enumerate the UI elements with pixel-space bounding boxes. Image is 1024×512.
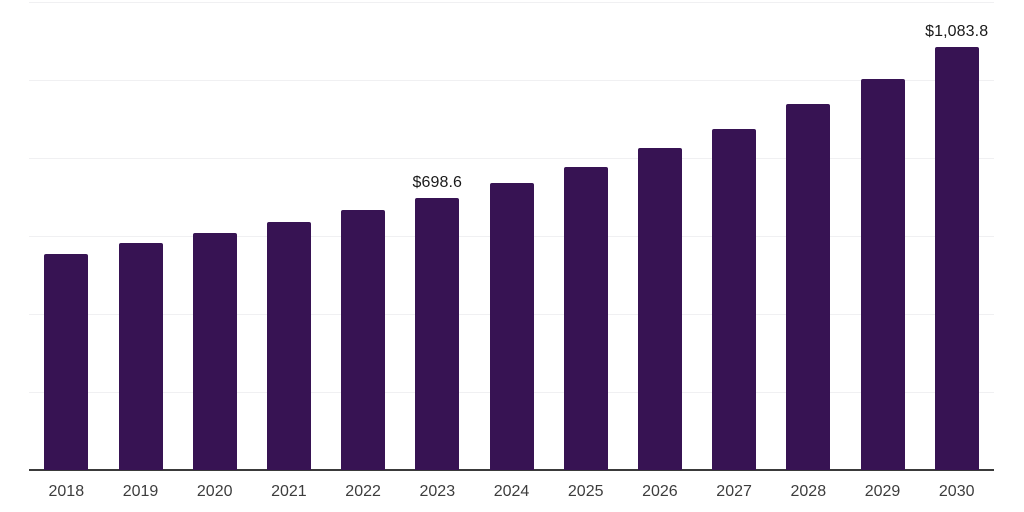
x-tick-label-2030: 2030 bbox=[938, 483, 975, 500]
x-tick-label-2021: 2021 bbox=[271, 483, 307, 500]
bar-2021 bbox=[266, 222, 311, 470]
x-axis-line bbox=[29, 469, 994, 471]
x-tick-label-2020: 2020 bbox=[196, 483, 233, 500]
x-tick-label-2029: 2029 bbox=[864, 483, 901, 500]
x-tick-label-2028: 2028 bbox=[790, 483, 827, 500]
bar-2024 bbox=[489, 182, 534, 470]
bar-2018 bbox=[44, 253, 89, 470]
plot-area: $698.6 $1,083.8 bbox=[29, 0, 994, 471]
bar-2030 bbox=[934, 47, 979, 470]
bar-2023 bbox=[415, 197, 460, 470]
bar-2027 bbox=[712, 128, 757, 470]
data-label-2030: $1,083.8 bbox=[925, 23, 989, 41]
gridline-1200 bbox=[29, 2, 994, 3]
data-label-2023: $698.6 bbox=[412, 173, 463, 191]
x-tick-label-2026: 2026 bbox=[642, 483, 678, 500]
x-tick-label-2024: 2024 bbox=[493, 483, 530, 500]
gridline-800 bbox=[29, 158, 994, 159]
bar-2025 bbox=[563, 167, 608, 470]
x-tick-label-2018: 2018 bbox=[48, 483, 85, 500]
bar-2028 bbox=[786, 103, 831, 470]
gridline-1000 bbox=[29, 80, 994, 81]
bar-2029 bbox=[860, 78, 905, 470]
x-tick-label-2027: 2027 bbox=[716, 483, 752, 500]
x-tick-label-2023: 2023 bbox=[419, 483, 456, 500]
bar-2022 bbox=[341, 209, 386, 470]
x-tick-label-2022: 2022 bbox=[345, 483, 381, 500]
bar-2026 bbox=[637, 147, 682, 470]
bar-2019 bbox=[118, 243, 163, 470]
x-tick-label-2019: 2019 bbox=[122, 483, 159, 500]
bar-2020 bbox=[192, 233, 237, 470]
x-tick-label-2025: 2025 bbox=[567, 483, 604, 500]
